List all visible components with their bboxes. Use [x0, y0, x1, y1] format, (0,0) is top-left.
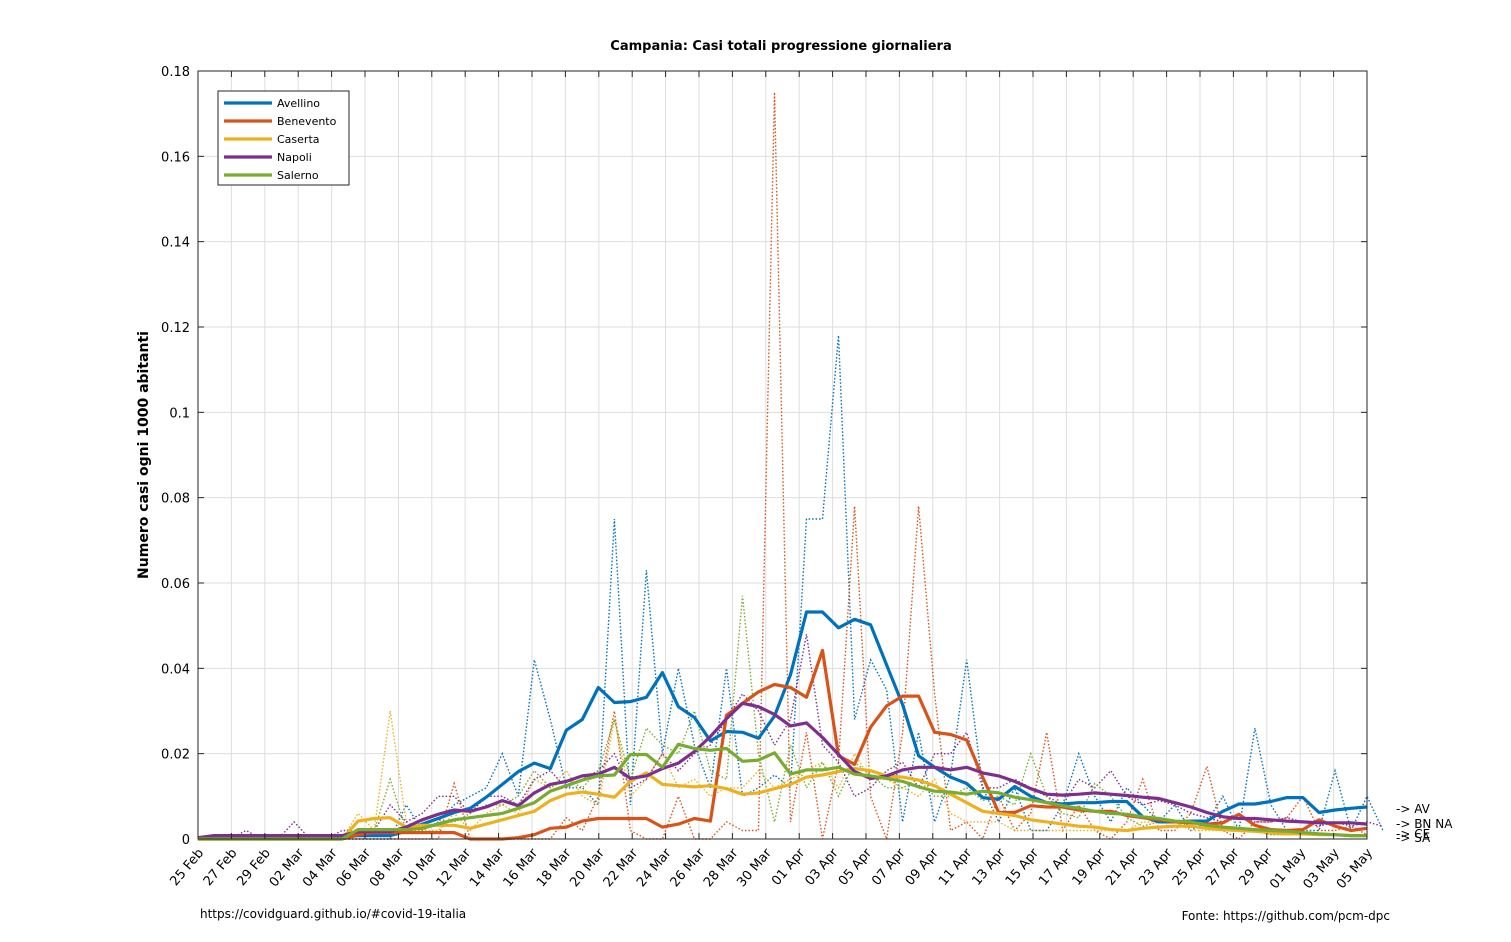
x-tick-label: 21 Apr: [1103, 845, 1143, 888]
legend-label: Avellino: [277, 97, 320, 110]
x-tick-label: 09 Apr: [903, 845, 943, 888]
daily-line-benevento: [198, 92, 1368, 842]
y-tick-label: 0.12: [161, 321, 190, 336]
daily-line-caserta: [198, 710, 1367, 840]
x-tick-label: 23 Apr: [1136, 845, 1176, 888]
smoothed-lines: [197, 610, 1368, 841]
axes-box: [197, 70, 1368, 840]
y-tick-label: 0.18: [161, 65, 190, 80]
y-tick-label: 0.16: [161, 150, 190, 165]
x-tick-label: 04 Mar: [300, 845, 341, 890]
x-tick-label: 12 Mar: [434, 845, 475, 890]
end-label: -> BN NA: [1396, 817, 1453, 831]
x-tick-label: 26 Mar: [668, 845, 709, 890]
y-tick-label: 0.02: [161, 748, 190, 763]
x-tick-label: 15 Apr: [1003, 845, 1043, 888]
chart-title: Campania: Casi totali progressione giorn…: [610, 39, 951, 54]
x-tick-label: 14 Mar: [467, 845, 508, 890]
series-line-salerno: [198, 742, 1367, 841]
x-tick-label: 01 Apr: [769, 845, 809, 888]
x-tick-label: 02 Mar: [267, 845, 308, 890]
x-tick-label: 19 Apr: [1070, 845, 1110, 888]
x-tick-label: 20 Mar: [567, 845, 608, 890]
x-tick-label: 07 Apr: [869, 845, 909, 888]
x-tick-label: 25 Feb: [167, 846, 207, 889]
end-labels: -> AV-> BN NA-> CE-> SA: [1396, 802, 1453, 845]
x-tick-label: 17 Apr: [1036, 845, 1076, 888]
x-tick-label: 18 Mar: [534, 845, 575, 890]
x-tick-label: 05 Apr: [836, 845, 876, 888]
legend: Avellino Benevento Caserta Napoli Salerno: [217, 90, 350, 186]
y-tick-label: 0.1: [169, 406, 190, 421]
footer-right: Fonte: https://github.com/pcm-dpc: [1182, 909, 1390, 923]
y-tick-label: 0: [182, 833, 190, 848]
x-tick-label: 10 Mar: [400, 845, 441, 890]
legend-label: Benevento: [277, 115, 337, 128]
x-tick-label: 24 Mar: [634, 845, 675, 890]
plot-area: [198, 71, 1367, 839]
series-line-caserta: [198, 766, 1367, 841]
x-tick-label: 25 Apr: [1170, 845, 1210, 888]
y-tick-label: 0.14: [161, 236, 190, 251]
x-tick-label: 27 Apr: [1203, 845, 1243, 888]
legend-label: Salerno: [277, 169, 319, 182]
legend-label: Napoli: [277, 151, 312, 164]
grid-layer: [197, 70, 1368, 840]
y-tick-label: 0.08: [161, 492, 190, 507]
x-tick-label: 13 Apr: [969, 845, 1009, 888]
x-tick-label: 03 Apr: [802, 845, 842, 888]
footer-left: https://covidguard.github.io/#covid-19-i…: [200, 907, 466, 921]
x-tick-label: 05 May: [1334, 846, 1376, 892]
y-tick-label: 0.06: [161, 577, 190, 592]
legend-label: Caserta: [277, 133, 320, 146]
end-label: -> CE: [1396, 827, 1430, 841]
x-tick-label: 22 Mar: [601, 845, 642, 890]
x-tick-label: 27 Feb: [201, 846, 241, 889]
y-axis-label: Numero casi ogni 1000 abitanti: [136, 331, 152, 579]
x-tick-label: 30 Mar: [734, 845, 775, 890]
end-label: -> SA: [1396, 831, 1431, 845]
x-tick-label: 16 Mar: [501, 845, 542, 890]
end-label: -> AV: [1396, 802, 1431, 816]
x-tick-label: 08 Mar: [367, 845, 408, 890]
x-tick-label: 11 Apr: [936, 845, 976, 888]
x-tick-label: 06 Mar: [334, 845, 375, 890]
y-tick-label: 0.04: [161, 662, 190, 677]
x-tick-label: 28 Mar: [701, 845, 742, 890]
